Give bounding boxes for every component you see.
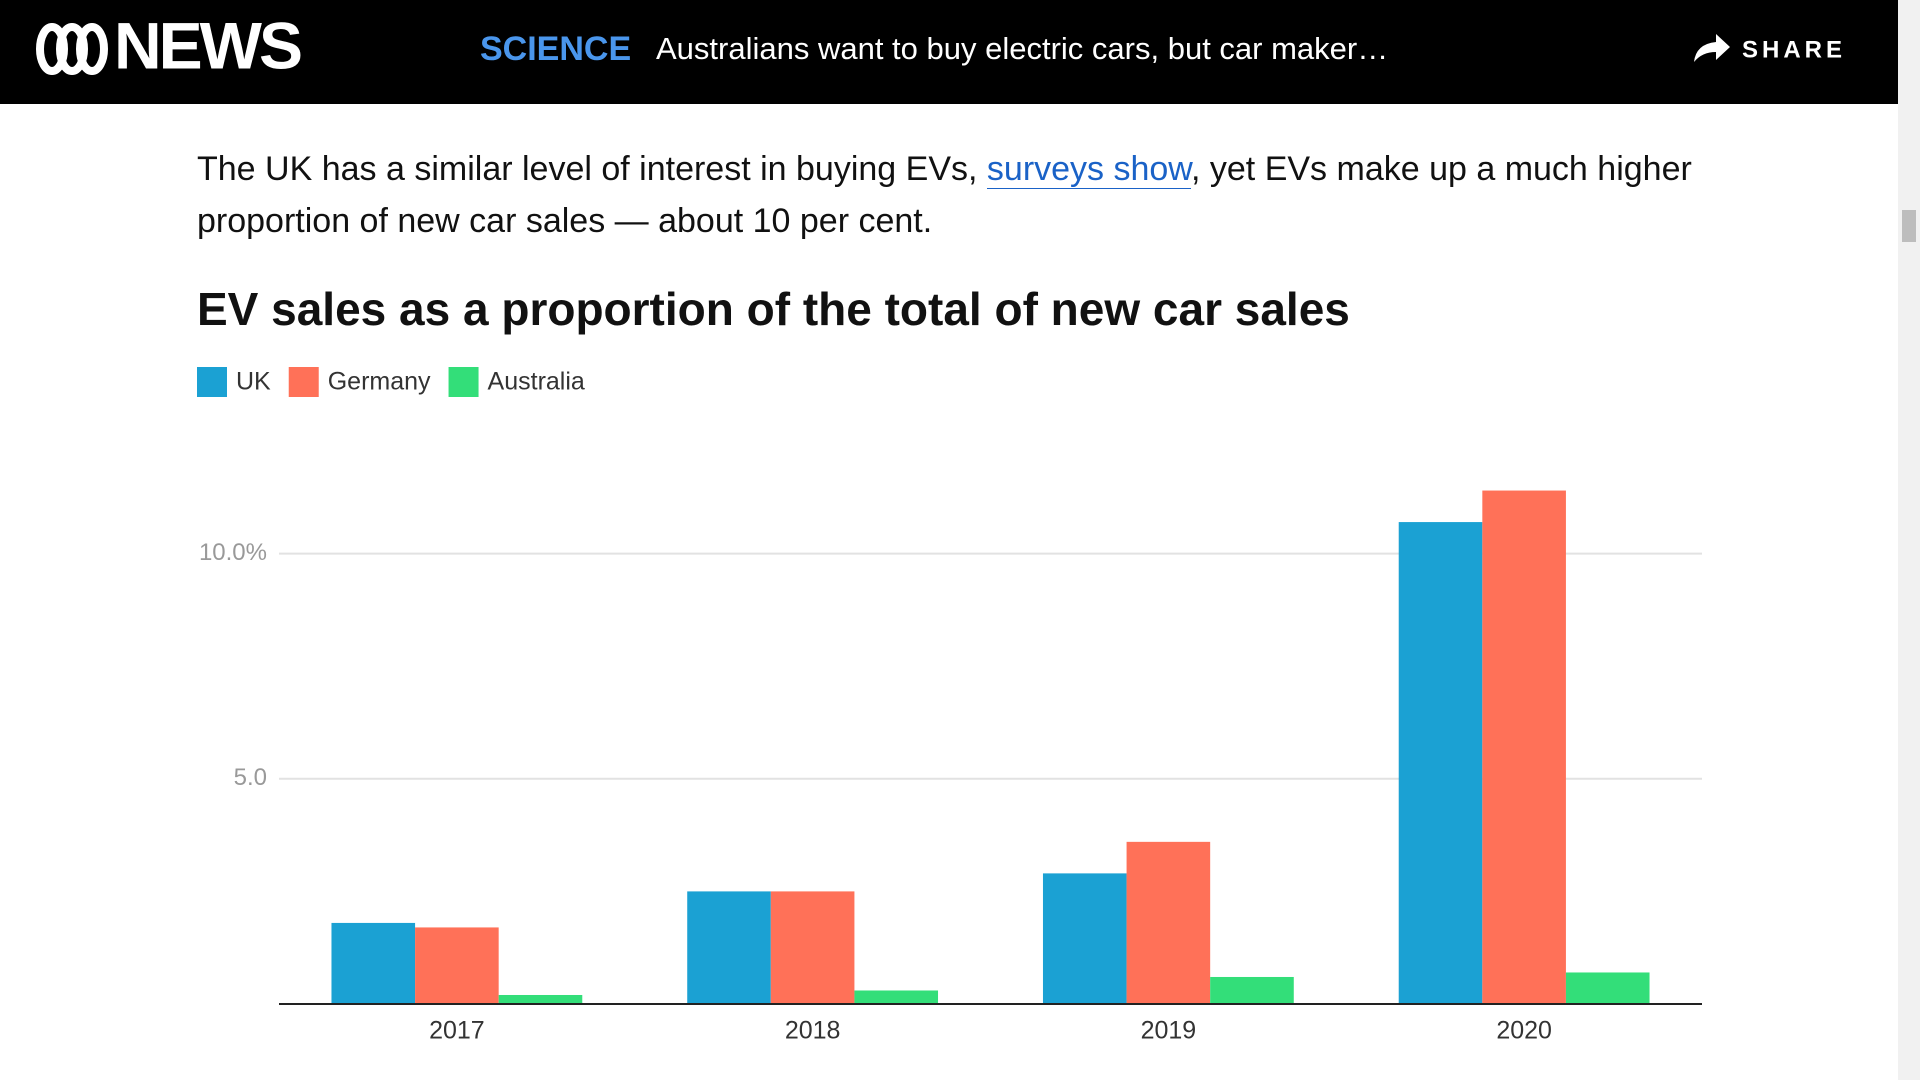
section-link[interactable]: SCIENCE — [480, 30, 631, 68]
article-paragraph: The UK has a similar level of interest i… — [197, 143, 1717, 247]
legend-swatch — [288, 367, 319, 397]
bar — [1042, 873, 1127, 1004]
bar — [770, 891, 855, 1004]
chart: UK Germany Australia 5.0 10.0% 2017 2018 2019 20… — [197, 367, 1702, 1045]
bar — [498, 994, 583, 1004]
logo-text[interactable]: NEWS — [114, 8, 304, 82]
share-button[interactable]: SHARE — [1742, 36, 1846, 63]
legend-swatch — [448, 367, 479, 397]
x-tick-label: 2017 — [429, 1017, 485, 1045]
bar — [854, 990, 939, 1004]
scrollbar-track — [1898, 0, 1920, 1080]
bar — [1482, 490, 1566, 1004]
legend-label: Australia — [488, 368, 585, 396]
scrollbar-thumb[interactable] — [1902, 210, 1916, 242]
share-icon[interactable] — [1694, 34, 1730, 62]
x-tick-label: 2020 — [1496, 1017, 1552, 1045]
y-tick-label: 10.0% — [199, 539, 267, 566]
bar — [687, 891, 771, 1004]
legend-label: Germany — [328, 368, 431, 396]
abc-logo[interactable] — [36, 23, 108, 75]
logo-loop — [76, 23, 108, 75]
x-tick-label: 2018 — [785, 1017, 841, 1045]
bar — [331, 922, 416, 1004]
legend-label: UK — [236, 368, 271, 396]
legend-swatch — [197, 367, 227, 397]
top-bar — [0, 0, 1898, 104]
bar — [415, 927, 499, 1004]
chart-title: EV sales as a proportion of the total of… — [197, 283, 1350, 335]
bar — [1210, 976, 1294, 1004]
x-tick-label: 2019 — [1141, 1017, 1197, 1045]
y-tick-label: 5.0 — [234, 764, 267, 791]
bar — [1126, 841, 1211, 1004]
bar — [1565, 972, 1650, 1004]
paragraph-text: The UK has a similar level of interest i… — [197, 150, 987, 188]
bar — [1398, 522, 1483, 1004]
headline: Australians want to buy electric cars, b… — [656, 31, 1388, 66]
paragraph-link[interactable]: surveys show — [986, 150, 1191, 189]
paragraph-text: , yet EVs make up a much higher proporti… — [197, 150, 1692, 240]
